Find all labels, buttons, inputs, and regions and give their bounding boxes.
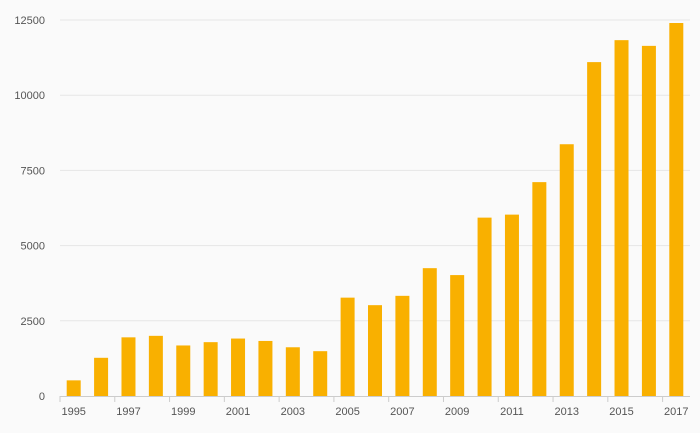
bar-1998 — [148, 335, 163, 396]
x-tick-label: 2003 — [281, 406, 305, 418]
x-axis-labels: 1995 1997 1999 2001 2003 2005 2007 2009 2011 2013… — [61, 406, 688, 418]
bar-1995 — [66, 380, 81, 396]
x-tick-label: 2001 — [226, 406, 250, 418]
bar-2008 — [422, 268, 437, 396]
x-tick-label: 2017 — [664, 406, 688, 418]
grid-lines — [60, 19, 690, 322]
bar-2017 — [669, 23, 684, 397]
bar-2016 — [641, 45, 656, 396]
y-tick-label: 0 — [39, 391, 45, 403]
bar-2003 — [285, 347, 300, 396]
bar-1999 — [176, 345, 191, 396]
x-tick-label: 2015 — [609, 406, 633, 418]
bar-2010 — [477, 217, 492, 396]
bar-2006 — [368, 305, 382, 396]
x-tick-label: 1999 — [171, 406, 195, 418]
y-axis-labels: 0 2500 5000 7500 10000 12500 — [14, 15, 45, 403]
x-axis — [59, 396, 690, 402]
y-tick-label: 7500 — [21, 165, 45, 177]
y-tick-label: 10000 — [14, 90, 45, 102]
bar-1997 — [121, 337, 136, 396]
bar-2001 — [231, 338, 246, 396]
bar-2005 — [340, 297, 355, 396]
bar-2013 — [559, 144, 574, 396]
bar-2011 — [504, 214, 519, 396]
y-tick-label: 2500 — [21, 316, 45, 328]
x-tick-label: 2005 — [335, 406, 359, 418]
bar-2009 — [450, 275, 465, 396]
bars — [66, 23, 684, 397]
y-tick-label: 5000 — [21, 241, 45, 253]
bar-2012 — [532, 182, 547, 396]
x-tick-label: 2007 — [390, 406, 414, 418]
bar-2002 — [258, 340, 273, 396]
bar-2000 — [203, 342, 218, 396]
y-tick-label: 12500 — [14, 15, 45, 27]
x-tick-label: 2013 — [554, 406, 578, 418]
bar-1996 — [94, 357, 109, 396]
bar-2007 — [395, 295, 410, 396]
bar-2015 — [614, 40, 629, 397]
x-tick-label: 2009 — [445, 406, 469, 418]
x-tick-label: 1997 — [116, 406, 140, 418]
bar-2014 — [587, 62, 602, 396]
bar-2004 — [313, 351, 328, 396]
x-tick-label: 1995 — [61, 406, 85, 418]
x-tick-label: 2011 — [500, 406, 524, 418]
